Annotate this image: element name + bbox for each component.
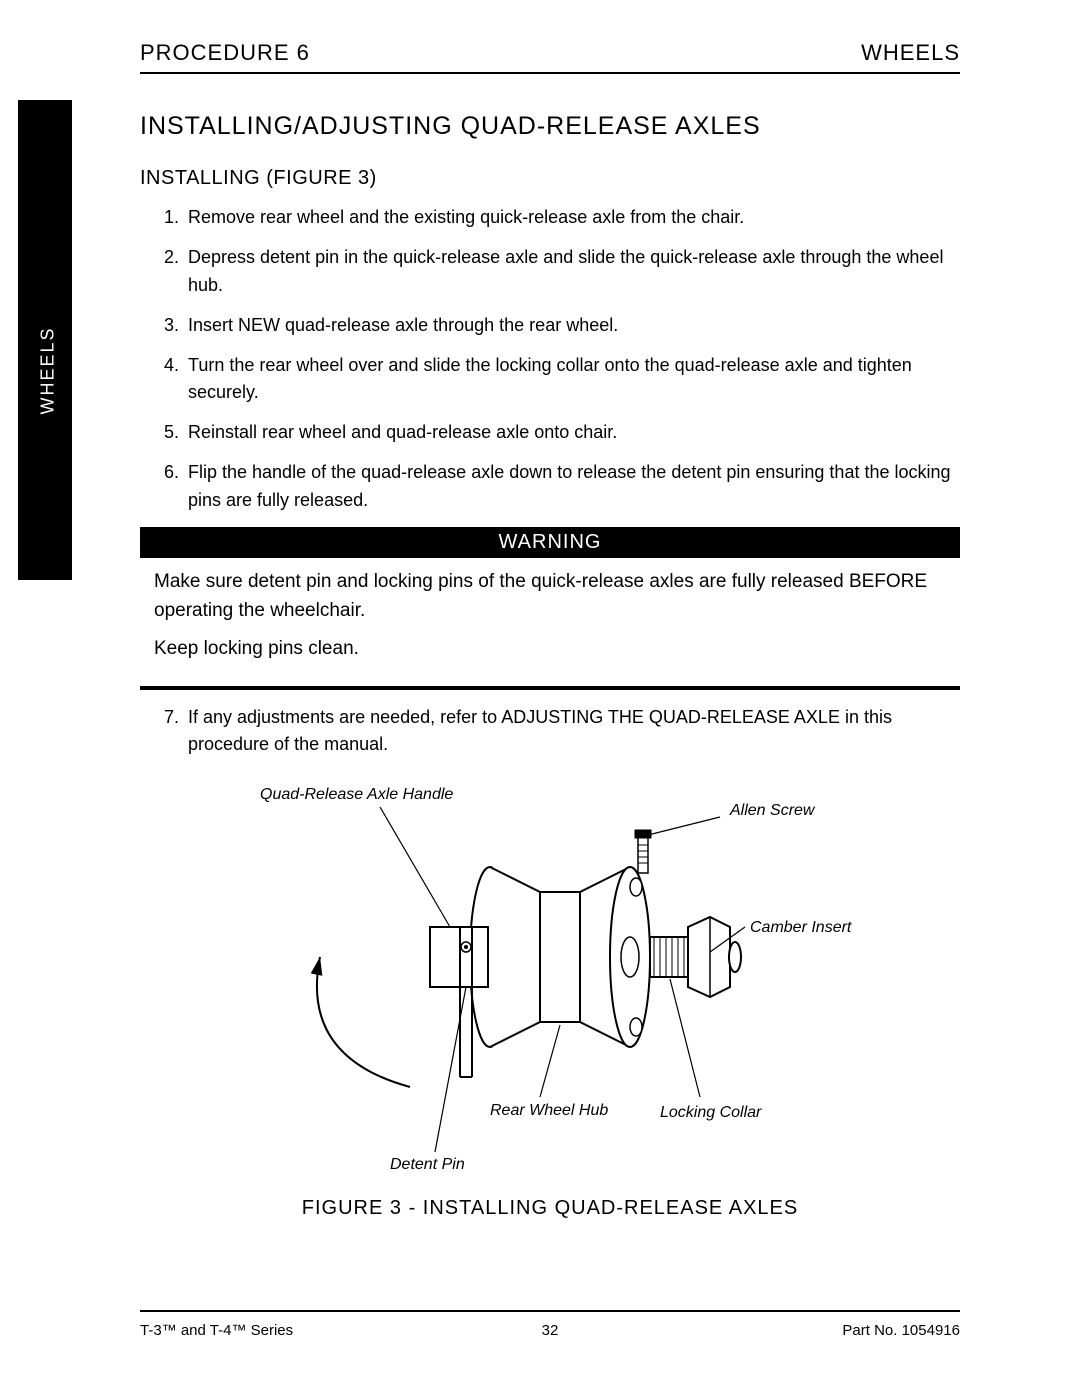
figure-svg: Quad-Release Axle Handle Allen Screw Cam… <box>200 777 920 1197</box>
warning-line: Make sure detent pin and locking pins of… <box>154 568 946 625</box>
warning-body: Make sure detent pin and locking pins of… <box>140 558 960 690</box>
steps-list-continued: If any adjustments are needed, refer to … <box>140 704 960 760</box>
step-item: Insert NEW quad-release axle through the… <box>184 312 960 340</box>
warning-line: Keep locking pins clean. <box>154 635 946 664</box>
step-item: Remove rear wheel and the existing quick… <box>184 204 960 232</box>
figure: Quad-Release Axle Handle Allen Screw Cam… <box>140 777 960 1197</box>
label-camber: Camber Insert <box>750 919 852 936</box>
label-detent: Detent Pin <box>390 1156 465 1173</box>
footer-page-number: 32 <box>542 1322 559 1339</box>
label-hub: Rear Wheel Hub <box>490 1102 608 1119</box>
side-tab: WHEELS <box>18 100 72 580</box>
page-footer: T-3™ and T-4™ Series 32 Part No. 1054916 <box>140 1310 960 1339</box>
header-left: PROCEDURE 6 <box>140 40 310 66</box>
label-collar: Locking Collar <box>660 1104 762 1121</box>
footer-right: Part No. 1054916 <box>842 1322 960 1339</box>
sub-title: INSTALLING (FIGURE 3) <box>140 167 960 190</box>
step-item: Flip the handle of the quad-release axle… <box>184 459 960 515</box>
step-item: Reinstall rear wheel and quad-release ax… <box>184 419 960 447</box>
main-title: INSTALLING/ADJUSTING QUAD-RELEASE AXLES <box>140 112 960 141</box>
page-header: PROCEDURE 6 WHEELS <box>140 40 960 74</box>
step-item: Turn the rear wheel over and slide the l… <box>184 352 960 408</box>
page-content: PROCEDURE 6 WHEELS INSTALLING/ADJUSTING … <box>140 40 960 1220</box>
steps-list: Remove rear wheel and the existing quick… <box>140 204 960 515</box>
label-allen: Allen Screw <box>729 802 816 819</box>
step-item: Depress detent pin in the quick-release … <box>184 244 960 300</box>
figure-caption: FIGURE 3 - INSTALLING QUAD-RELEASE AXLES <box>140 1197 960 1220</box>
header-right: WHEELS <box>861 40 960 66</box>
side-tab-label: WHEELS <box>38 321 59 421</box>
step-item: If any adjustments are needed, refer to … <box>184 704 960 760</box>
warning-block: WARNING Make sure detent pin and locking… <box>140 527 960 690</box>
footer-left: T-3™ and T-4™ Series <box>140 1322 293 1339</box>
warning-header: WARNING <box>140 527 960 558</box>
label-handle: Quad-Release Axle Handle <box>260 786 453 803</box>
